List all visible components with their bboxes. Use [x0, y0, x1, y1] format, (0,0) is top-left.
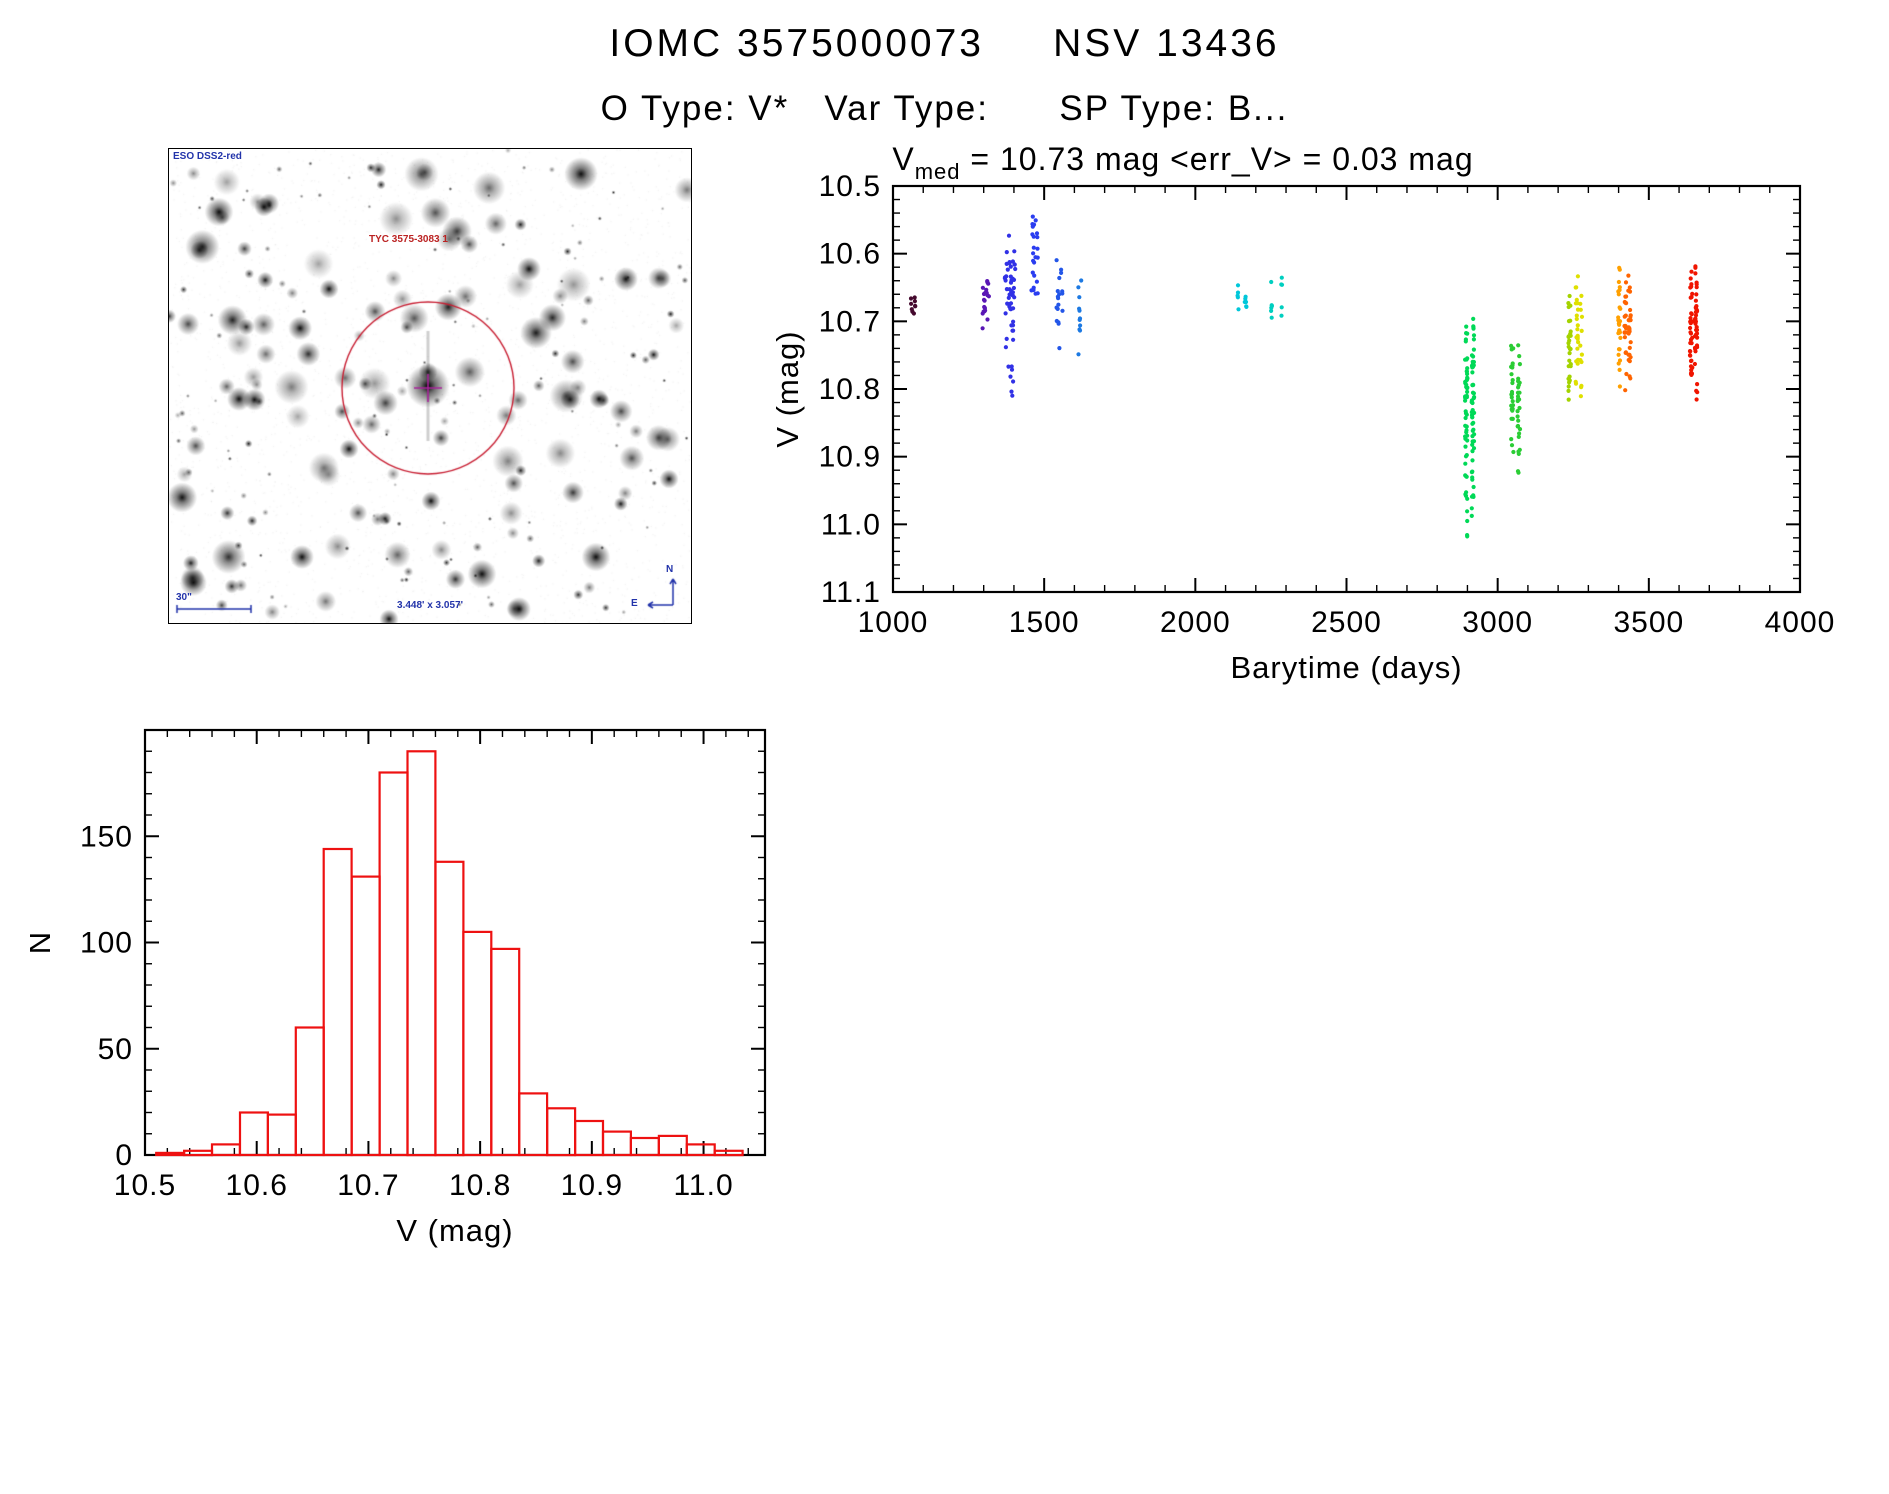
svg-text:1000: 1000 [858, 606, 929, 639]
svg-text:10.9: 10.9 [561, 1169, 623, 1202]
svg-text:1500: 1500 [1009, 606, 1080, 639]
svg-text:10.8: 10.8 [449, 1169, 511, 1202]
magnitude-histogram: 10.5 10.6 10.7 10.8 10.9 11.0 0 50 100 150 V (mag)… [30, 728, 767, 1248]
scale-bar-label: 30" [176, 592, 192, 603]
light-curve-plot: 1000 1500 2000 2500 3000 3500 4000 10.5 10.6 10.7… [770, 141, 1836, 685]
compass-north-label: N [666, 564, 674, 575]
scatter-points [908, 214, 1700, 539]
svg-text:10.5: 10.5 [114, 1169, 176, 1202]
svg-text:V (mag): V (mag) [396, 1213, 513, 1248]
svg-text:0: 0 [115, 1139, 133, 1172]
svg-text:10.5: 10.5 [819, 170, 881, 203]
svg-text:11.1: 11.1 [821, 576, 881, 609]
svg-text:10.8: 10.8 [819, 373, 881, 406]
starfield-image [169, 149, 691, 623]
fov-size-label: 3.448' x 3.057' [397, 600, 463, 611]
histogram-bars [155, 750, 744, 1157]
svg-text:100: 100 [80, 927, 133, 960]
svg-text:4000: 4000 [1765, 606, 1836, 639]
page-title: IOMC 3575000073 NSV 13436 [609, 22, 1280, 65]
target-star-label: TYC 3575-3083 1 [369, 234, 448, 245]
svg-text:3000: 3000 [1462, 606, 1533, 639]
svg-text:10.7: 10.7 [337, 1169, 399, 1202]
svg-text:150: 150 [80, 820, 133, 853]
light-curve-title: Vmed = 10.73 mag <err_V> = 0.03 mag [892, 141, 1473, 184]
svg-text:2500: 2500 [1311, 606, 1382, 639]
svg-text:N: N [30, 931, 57, 954]
svg-text:50: 50 [98, 1033, 133, 1066]
svg-text:10.6: 10.6 [226, 1169, 288, 1202]
page-subtitle: O Type: V* Var Type: SP Type: B... [600, 89, 1289, 128]
svg-text:10.7: 10.7 [819, 305, 881, 338]
svg-text:2000: 2000 [1160, 606, 1231, 639]
svg-text:10.9: 10.9 [819, 441, 881, 474]
axes: 10.5 10.6 10.7 10.8 10.9 11.0 0 50 100 150 V (mag)… [30, 728, 767, 1248]
svg-text:3500: 3500 [1613, 606, 1684, 639]
survey-label: ESO DSS2-red [173, 151, 242, 162]
axes: 1000 1500 2000 2500 3000 3500 4000 10.5 10.6 10.7… [770, 170, 1836, 685]
svg-text:11.0: 11.0 [673, 1169, 733, 1202]
svg-text:V (mag): V (mag) [770, 330, 805, 447]
svg-text:10.6: 10.6 [819, 238, 881, 271]
compass-east-label: E [631, 598, 638, 609]
svg-text:11.0: 11.0 [821, 508, 881, 541]
svg-text:Barytime (days): Barytime (days) [1230, 650, 1462, 685]
finder-chart: ESO DSS2-red TYC 3575-3083 1 30" 3.448' … [168, 148, 692, 624]
